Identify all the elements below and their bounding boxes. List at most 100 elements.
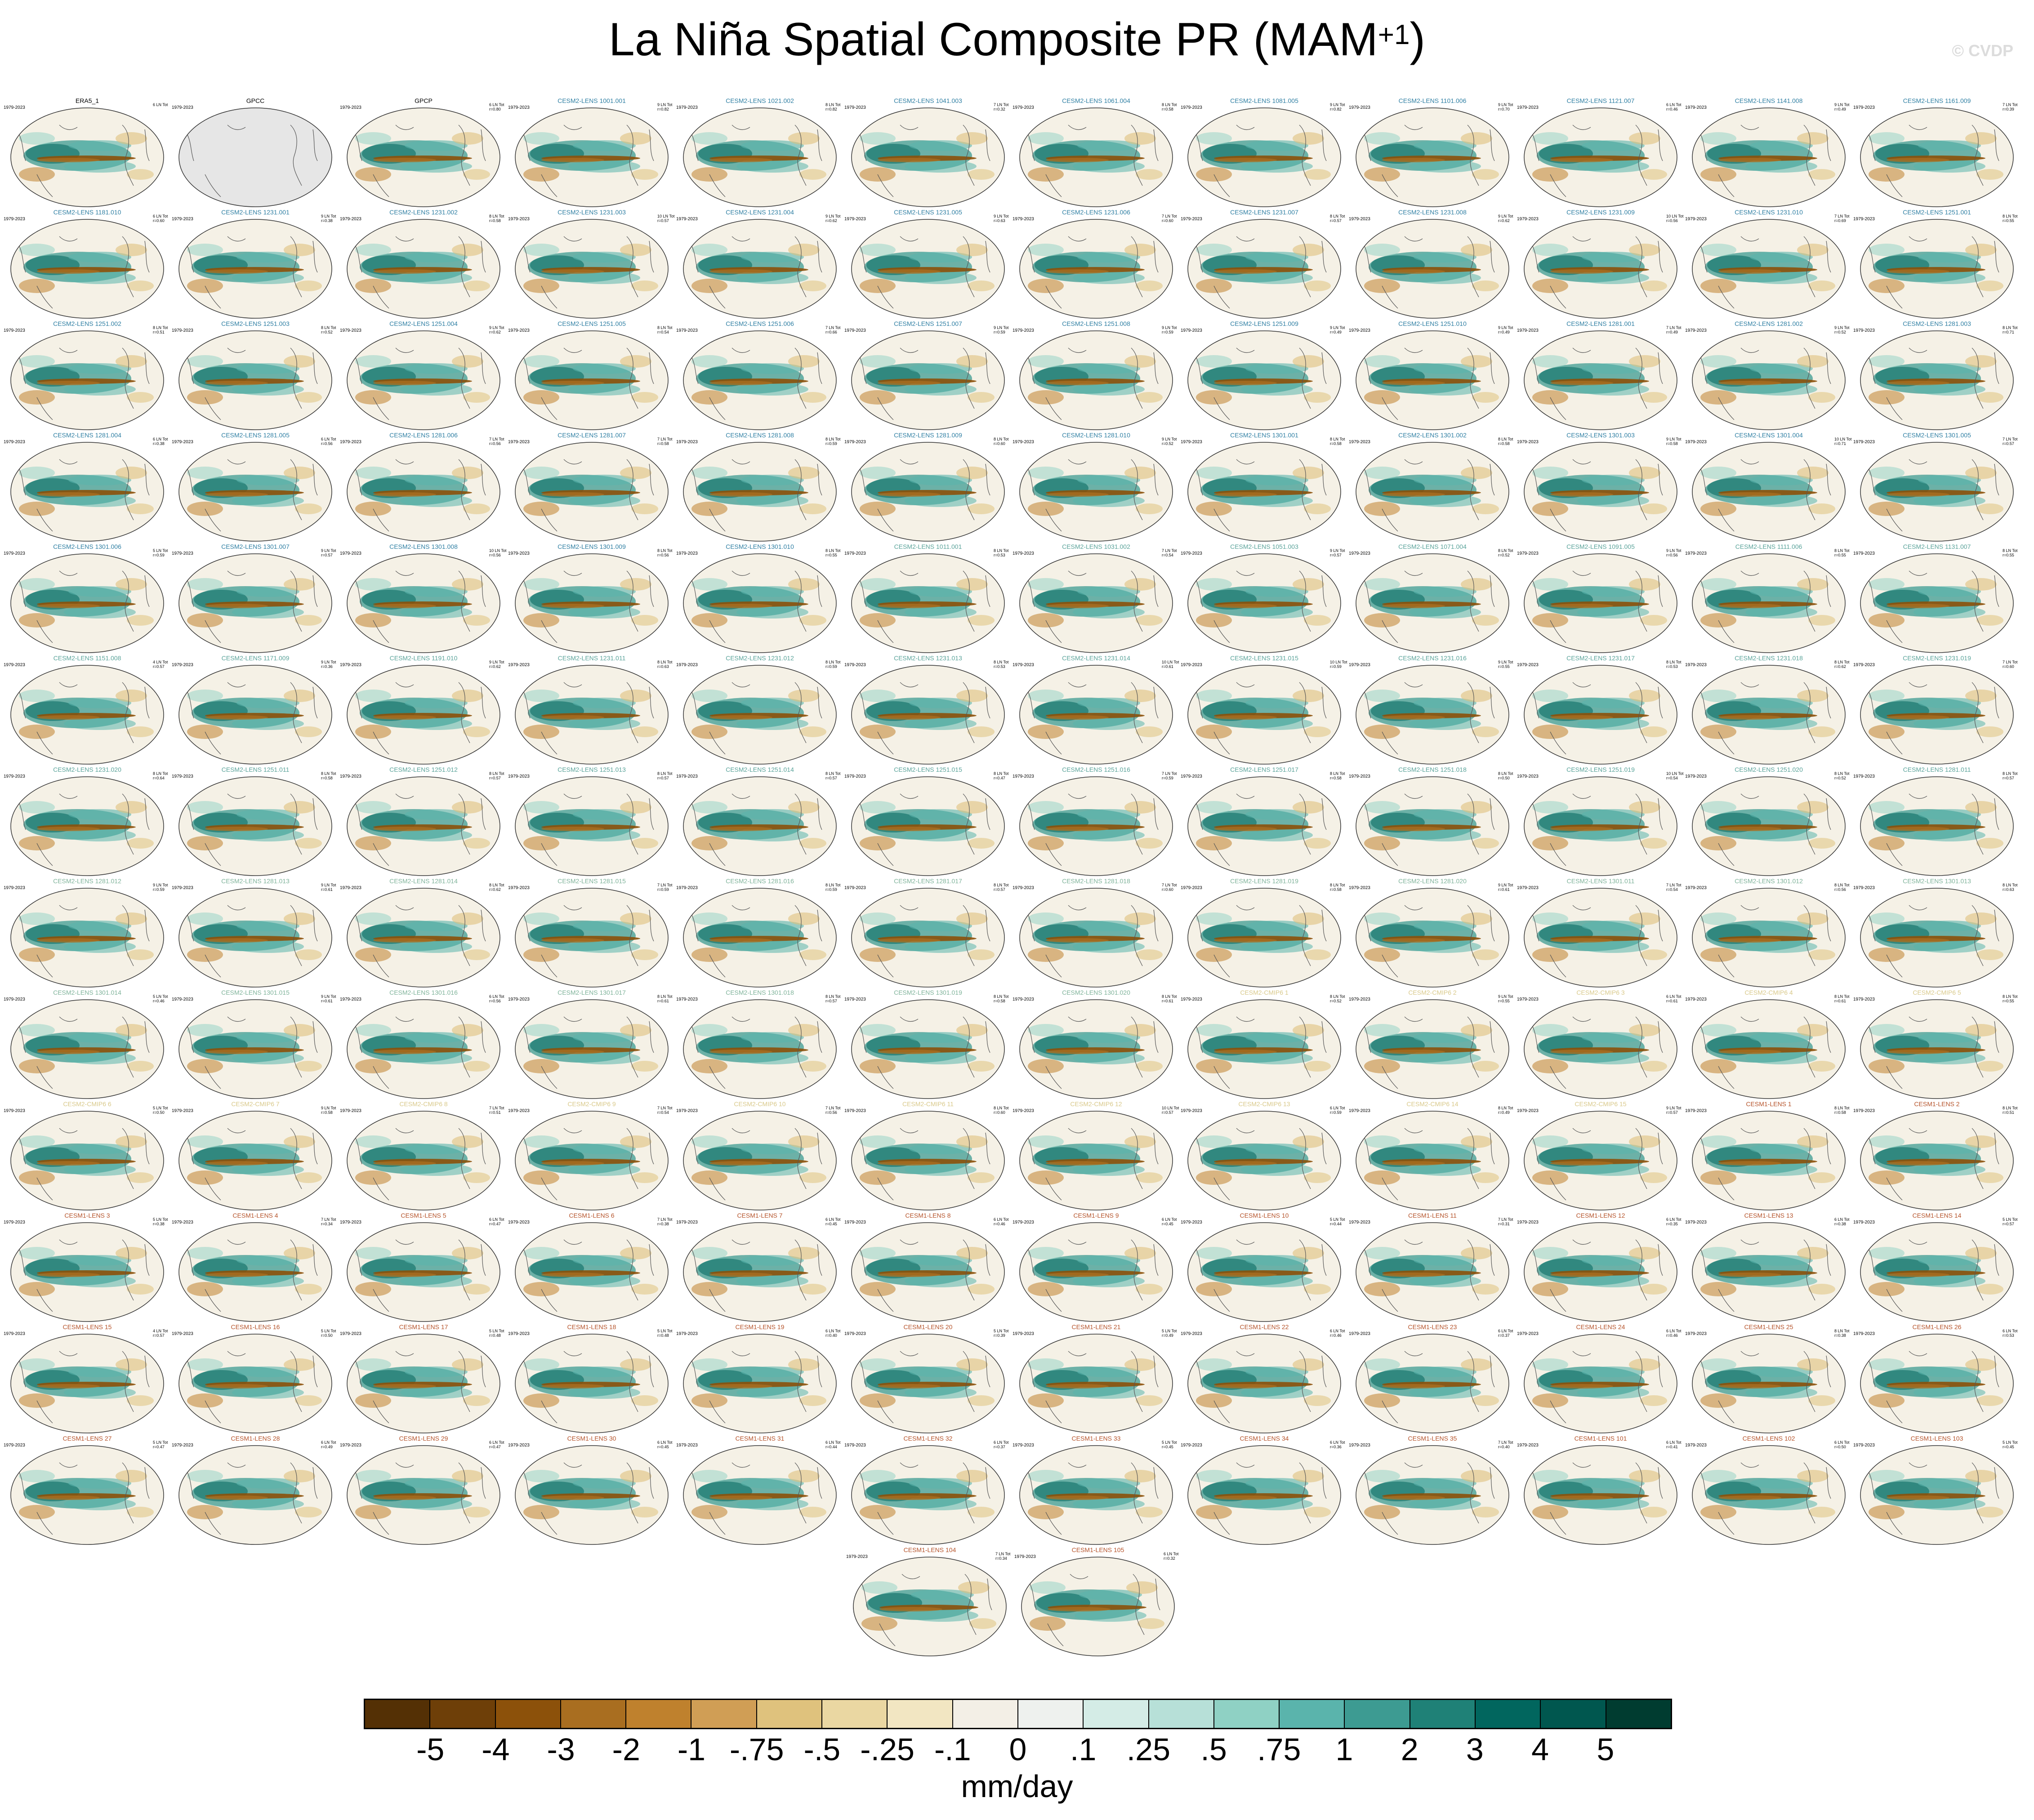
map-plot [1692,776,1846,876]
panel-years: 1979-2023 [1853,1108,1875,1113]
map-plot [1187,1445,1341,1545]
panel-years: 1979-2023 [172,1108,193,1113]
panel-stats: 6 LN Tot r=0.50 [1834,1440,1850,1449]
panel-title: CESM2-LENS 1231.010 [1735,209,1803,216]
panel-title: CESM2-LENS 1051.003 [1230,543,1298,550]
panel-years: 1979-2023 [172,440,193,445]
panel-title: CESM1-LENS 13 [1744,1212,1793,1219]
panel-stats: 7 LN Tot r=0.60 [1162,214,1177,223]
panel-title: CESM1-LENS 34 [1240,1435,1289,1442]
panel-years: 1979-2023 [172,774,193,779]
panel-title: CESM2-LENS 1251.001 [1903,209,1971,216]
map-panel: CESM2-LENS 1251.018 1979-2023 8 LN Tot r=0… [1349,766,1516,877]
map-plot [1019,1334,1173,1433]
panel-title: CESM2-LENS 1011.001 [894,543,962,550]
panel-stats: 8 LN Tot r=0.55 [825,548,841,557]
map-plot [683,1111,837,1210]
panel-title: CESM2-LENS 1251.003 [221,320,290,327]
colorbar-swatch [1084,1700,1149,1728]
map-plot [851,330,1005,430]
map-panel: CESM1-LENS 15 1979-2023 4 LN Tot r=0.57 [4,1323,171,1435]
map-panel: CESM2-LENS 1041.003 1979-2023 7 LN Tot r=0… [844,97,1012,209]
panel-years: 1979-2023 [172,328,193,333]
colorbar-tick-label: -1 [677,1732,706,1767]
panel-stats: 6 LN Tot r=0.45 [657,1440,673,1449]
map-panel: CESM2-CMIP6 13 1979-2023 6 LN Tot r=0.59 [1181,1100,1348,1212]
map-panel: CESM1-LENS 11 1979-2023 7 LN Tot r=0.31 [1349,1212,1516,1323]
panel-years: 1979-2023 [1181,1108,1202,1113]
map-panel: CESM2-CMIP6 3 1979-2023 6 LN Tot r=0.61 [1517,989,1684,1100]
panel-years: 1979-2023 [340,663,361,667]
panel-years: 1979-2023 [4,1443,25,1448]
colorbar-tick-label: -.25 [860,1732,914,1767]
map-plot [1524,330,1677,430]
panel-title: GPCP [415,97,433,104]
map-panel: CESM1-LENS 13 1979-2023 6 LN Tot r=0.38 [1685,1212,1852,1323]
map-plot [515,553,669,653]
map-panel: CESM1-LENS 23 1979-2023 6 LN Tot r=0.37 [1349,1323,1516,1435]
panel-title: CESM1-LENS 27 [62,1435,112,1442]
panel-stats: 7 LN Tot r=0.58 [657,437,673,446]
map-panel: CESM2-LENS 1281.018 1979-2023 7 LN Tot r=0… [1013,877,1180,989]
panel-years: 1979-2023 [844,217,866,222]
panel-years: 1979-2023 [1685,328,1707,333]
map-plot [1356,442,1509,542]
panel-stats: 9 LN Tot r=0.82 [657,102,673,111]
map-plot [1019,219,1173,319]
panel-title: CESM2-LENS 1231.015 [1230,654,1298,662]
panel-title: CESM1-LENS 8 [905,1212,951,1219]
panel-stats: 8 LN Tot r=0.52 [321,325,336,334]
panel-years: 1979-2023 [1013,1108,1034,1113]
map-panel: CESM1-LENS 28 1979-2023 6 LN Tot r=0.49 [172,1435,339,1546]
map-plot [1187,776,1341,876]
map-panel: CESM2-LENS 1231.008 1979-2023 9 LN Tot r=0… [1349,209,1516,320]
map-plot [347,330,500,430]
map-plot [1187,888,1341,988]
panel-stats: 8 LN Tot r=0.58 [1498,437,1513,446]
map-panel: CESM2-CMIP6 14 1979-2023 8 LN Tot r=0.49 [1349,1100,1516,1212]
map-panel: CESM1-LENS 104 1979-2023 7 LN Tot r=0.34 [846,1546,1013,1658]
map-plot [1524,1445,1677,1545]
map-plot [1187,553,1341,653]
map-plot [10,1334,164,1433]
panel-title: CESM2-LENS 1231.017 [1566,654,1635,662]
panel-stats: 6 LN Tot r=0.60 [153,214,168,223]
panel-title: CESM2-LENS 1231.008 [1398,209,1467,216]
panel-years: 1979-2023 [844,886,866,890]
panel-title: CESM1-LENS 105 [1071,1546,1124,1553]
panel-years: 1979-2023 [1685,551,1707,556]
panel-stats: 8 LN Tot r=0.62 [489,883,504,892]
panel-years: 1979-2023 [1853,440,1875,445]
map-panel: CESM2-LENS 1251.007 1979-2023 9 LN Tot r=0… [844,320,1012,432]
panel-stats: 8 LN Tot r=0.53 [1666,660,1682,669]
map-panel: CESM1-LENS 29 1979-2023 6 LN Tot r=0.47 [340,1435,507,1546]
panel-years: 1979-2023 [1685,886,1707,890]
panel-years: 1979-2023 [676,328,698,333]
panel-title: CESM1-LENS 4 [232,1212,278,1219]
map-panel: CESM1-LENS 2 1979-2023 8 LN Tot r=0.51 [1853,1100,2021,1212]
panel-title: CESM2-CMIP6 8 [399,1100,448,1108]
panel-title: CESM2-LENS 1021.002 [726,97,794,104]
map-panel: CESM1-LENS 30 1979-2023 6 LN Tot r=0.45 [508,1435,675,1546]
panel-stats: 8 LN Tot r=0.51 [153,325,168,334]
map-panel: CESM2-LENS 1231.015 1979-2023 10 LN Tot r=… [1181,654,1348,766]
panel-stats: 8 LN Tot r=0.57 [825,994,841,1003]
map-plot [515,1222,669,1322]
map-plot [1692,1445,1846,1545]
panel-stats: 8 LN Tot r=0.55 [1834,548,1850,557]
panel-years: 1979-2023 [340,1443,361,1448]
panel-years: 1979-2023 [844,440,866,445]
panel-years: 1979-2023 [4,997,25,1002]
panel-stats: 9 LN Tot r=0.49 [1330,325,1345,334]
map-panel: CESM2-LENS 1281.013 1979-2023 9 LN Tot r=0… [172,877,339,989]
panel-years: 1979-2023 [340,1331,361,1336]
map-panel: CESM2-LENS 1251.020 1979-2023 8 LN Tot r=0… [1685,766,1852,877]
map-plot [10,219,164,319]
map-panel: CESM2-CMIP6 5 1979-2023 8 LN Tot r=0.55 [1853,989,2021,1100]
map-plot [683,1445,837,1545]
map-plot [1860,888,2014,988]
colorbar-tick-label: 4 [1531,1732,1549,1767]
panel-title: CESM2-LENS 1301.008 [389,543,458,550]
map-panel: CESM2-LENS 1301.009 1979-2023 8 LN Tot r=0… [508,543,675,654]
map-panel: CESM2-LENS 1251.012 1979-2023 8 LN Tot r=0… [340,766,507,877]
